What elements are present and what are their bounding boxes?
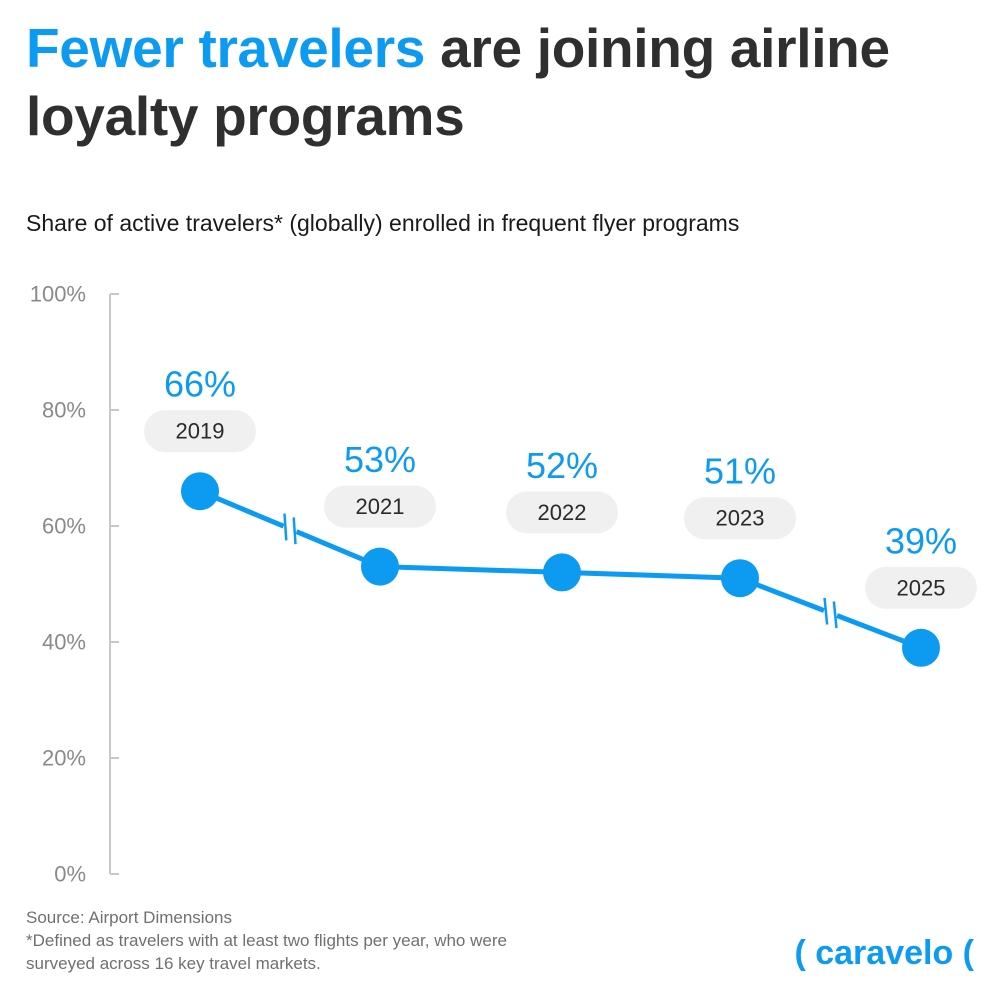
data-point: [181, 472, 219, 511]
category-pill: [324, 485, 436, 528]
data-point: [902, 628, 940, 667]
data-label: 52%: [526, 445, 598, 486]
axis-break-mark: [823, 597, 829, 625]
category-label: 2019: [176, 419, 225, 444]
category-label: 2021: [356, 494, 405, 519]
y-tick-label: 0%: [54, 862, 86, 887]
data-point: [721, 559, 759, 598]
axis-break-mark: [832, 601, 838, 629]
y-tick-label: 80%: [42, 398, 86, 423]
category-pill: [506, 491, 618, 534]
y-tick-label: 20%: [42, 746, 86, 771]
data-label: 39%: [885, 520, 957, 561]
category-pill: [144, 410, 256, 453]
brand-logo: ( caravelo (: [794, 934, 974, 972]
category-pill: [865, 566, 977, 609]
data-label: 53%: [344, 439, 416, 480]
y-tick-label: 100%: [30, 282, 86, 307]
category-label: 2023: [716, 506, 765, 531]
data-label: 66%: [164, 364, 236, 405]
chart-footer: Source: Airport Dimensions *Defined as t…: [26, 906, 507, 975]
category-label: 2022: [538, 500, 587, 525]
data-point: [361, 547, 399, 586]
data-label: 51%: [704, 451, 776, 492]
data-point: [543, 553, 581, 592]
axis-break-mark: [283, 513, 288, 541]
footnote-line-1: *Defined as travelers with at least two …: [26, 931, 507, 950]
chart-subtitle: Share of active travelers* (globally) en…: [26, 210, 740, 236]
title-highlight: Fewer travelers: [26, 17, 426, 79]
title-rest: are joining airline loyalty programs: [26, 17, 890, 147]
category-pill: [684, 497, 796, 540]
category-label: 2025: [897, 575, 946, 600]
axis-break-mark: [292, 517, 297, 545]
footnote-line-2: surveyed across 16 key travel markets.: [26, 954, 321, 973]
y-tick-label: 60%: [42, 514, 86, 539]
chart-title: Fewer travelers are joining airline loya…: [26, 14, 986, 150]
y-tick-label: 40%: [42, 630, 86, 655]
source-note: Source: Airport Dimensions: [26, 908, 232, 927]
